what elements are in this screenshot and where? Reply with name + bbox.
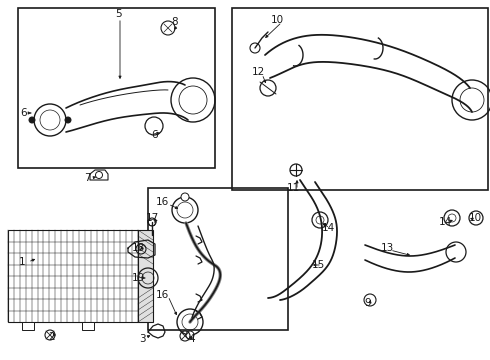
Text: 6: 6 <box>21 108 27 118</box>
Text: 9: 9 <box>365 298 371 308</box>
Text: 16: 16 <box>155 290 169 300</box>
Text: 11: 11 <box>286 183 299 193</box>
Text: 8: 8 <box>172 17 178 27</box>
Text: 6: 6 <box>152 130 158 140</box>
Circle shape <box>186 331 194 339</box>
Text: 14: 14 <box>439 217 452 227</box>
Bar <box>232 8 488 190</box>
Text: 1: 1 <box>19 257 25 267</box>
Bar <box>138 230 153 322</box>
Text: 17: 17 <box>146 213 159 223</box>
Text: 2: 2 <box>49 332 55 342</box>
Text: 5: 5 <box>115 9 122 19</box>
Bar <box>148 188 288 330</box>
Text: 7: 7 <box>84 173 90 183</box>
Circle shape <box>181 193 189 201</box>
Circle shape <box>29 117 35 123</box>
Text: 19: 19 <box>131 273 145 283</box>
Text: 10: 10 <box>468 213 482 223</box>
Text: 12: 12 <box>251 67 265 77</box>
Text: 4: 4 <box>189 334 196 344</box>
Bar <box>82 322 94 330</box>
Bar <box>18 8 215 168</box>
Text: 13: 13 <box>380 243 393 253</box>
Text: 15: 15 <box>311 260 325 270</box>
Text: 10: 10 <box>270 15 284 25</box>
Circle shape <box>65 117 71 123</box>
Text: 18: 18 <box>131 243 145 253</box>
Bar <box>8 230 138 322</box>
Text: 3: 3 <box>139 334 146 344</box>
Bar <box>22 322 34 330</box>
Text: 16: 16 <box>155 197 169 207</box>
Text: 14: 14 <box>321 223 335 233</box>
